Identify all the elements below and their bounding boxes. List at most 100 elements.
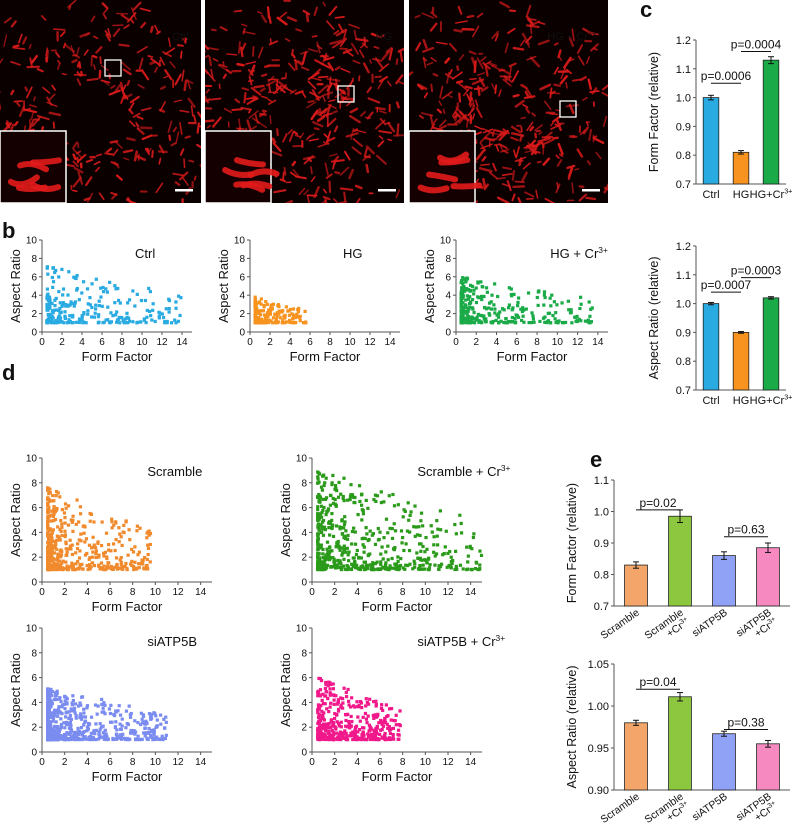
scatter-point [46, 525, 50, 530]
category-label: HG+Cr3+ [750, 394, 793, 407]
x-tick-label: 0 [39, 337, 45, 348]
scatter-point [547, 311, 552, 315]
scatter-point [552, 300, 556, 304]
scatter-point [433, 554, 437, 558]
mitochondrion [275, 83, 286, 94]
scatter-point [361, 512, 366, 516]
scatter-point [76, 704, 81, 708]
mitochondrion [514, 226, 521, 228]
scatter-point [417, 525, 421, 529]
scatter-point [413, 504, 417, 508]
scatter-point [97, 732, 101, 736]
mitochondrion [123, 157, 130, 161]
scatter-point [330, 481, 334, 485]
scatter-point [325, 540, 330, 544]
mitochondrion [300, 66, 310, 71]
y-tick-label: 0 [239, 328, 245, 339]
x-tick-label: 12 [364, 337, 376, 348]
mitochondrion [326, 117, 337, 128]
scatter-point [291, 307, 296, 311]
y-tick-label: 8 [301, 648, 307, 659]
y-tick-label: 1.00 [588, 701, 609, 713]
scatter-point [67, 723, 71, 727]
scatter-point [46, 292, 50, 296]
scatter-point [138, 737, 143, 742]
mitochondrion [64, 44, 76, 53]
mitochondrion [65, 163, 75, 168]
scatter-point [344, 550, 348, 554]
scatter-point [147, 309, 152, 314]
scatter-point [336, 558, 340, 562]
scatter-point [419, 549, 423, 553]
scatter-point [329, 682, 333, 687]
scatter-point [46, 735, 50, 740]
scatter-point [317, 719, 321, 723]
scatter-point [119, 560, 123, 564]
category-label: HG [733, 189, 750, 201]
scatter-point [368, 737, 373, 741]
scatter-point [89, 512, 94, 516]
scatter-point [350, 696, 354, 700]
mitochondrion [123, 24, 130, 30]
scatter-point [153, 737, 157, 742]
mitochondrion [504, 42, 509, 54]
x-tick-label: 4 [355, 757, 361, 768]
scatter-point [46, 700, 50, 705]
scatter-point [358, 719, 362, 723]
scatter-point [58, 563, 63, 567]
scatter-point [128, 715, 133, 719]
scatter-point [109, 703, 113, 707]
mitochondrion [559, 56, 563, 62]
mitochondrion [149, 60, 156, 66]
scatter-point [88, 303, 92, 307]
mitochondrion [323, 91, 334, 96]
scatter-point [257, 311, 261, 315]
scatter-point [56, 733, 60, 737]
scatter-point [142, 566, 146, 570]
scatter-point [341, 701, 345, 705]
scatter-point [64, 547, 68, 551]
scatter-point [136, 553, 140, 557]
scatter-point [379, 728, 383, 732]
mitochondrion [317, 84, 329, 95]
mitochondrion [22, 36, 28, 45]
scatter-point [46, 728, 50, 732]
x-tick-label: 6 [377, 757, 383, 768]
scatter-point [80, 715, 84, 719]
scatter-point [482, 314, 486, 318]
scatter-point [324, 728, 328, 733]
mitochondrion [464, 85, 473, 90]
scatter-point [461, 276, 465, 280]
scatter-point [80, 732, 84, 736]
scatter-point [77, 538, 81, 542]
scatter-point [78, 701, 82, 705]
mitochondrion [330, 159, 345, 163]
mitochondrion [159, 56, 166, 66]
scatter-point [69, 707, 73, 711]
mitochondrion [104, 30, 110, 37]
scatter-point [371, 713, 375, 718]
scatter-point [502, 320, 506, 325]
scatter-point [459, 299, 463, 303]
scatter-point [50, 693, 54, 698]
mitochondrion [306, 194, 318, 197]
mitochondrion [253, 84, 265, 89]
y-tick-label: 1.1 [676, 64, 691, 76]
scatter-point [128, 319, 132, 323]
mitochondrion [71, 59, 78, 64]
mitochondrion [345, 50, 354, 57]
scatter-point [358, 499, 362, 504]
scatter-point [114, 537, 118, 542]
mitochondrion [511, 193, 516, 202]
scatter-point [103, 567, 107, 572]
scatter-point [548, 296, 552, 300]
scatter-point [290, 312, 294, 316]
mitochondrion [307, 99, 315, 104]
mitochondrion [511, 70, 520, 83]
scatter-point [276, 303, 281, 307]
scatter-point [483, 305, 487, 310]
scatter-point [419, 511, 424, 515]
mitochondrion [18, 105, 25, 118]
mitochondrion [496, 196, 510, 203]
mitochondrion [313, 6, 319, 17]
